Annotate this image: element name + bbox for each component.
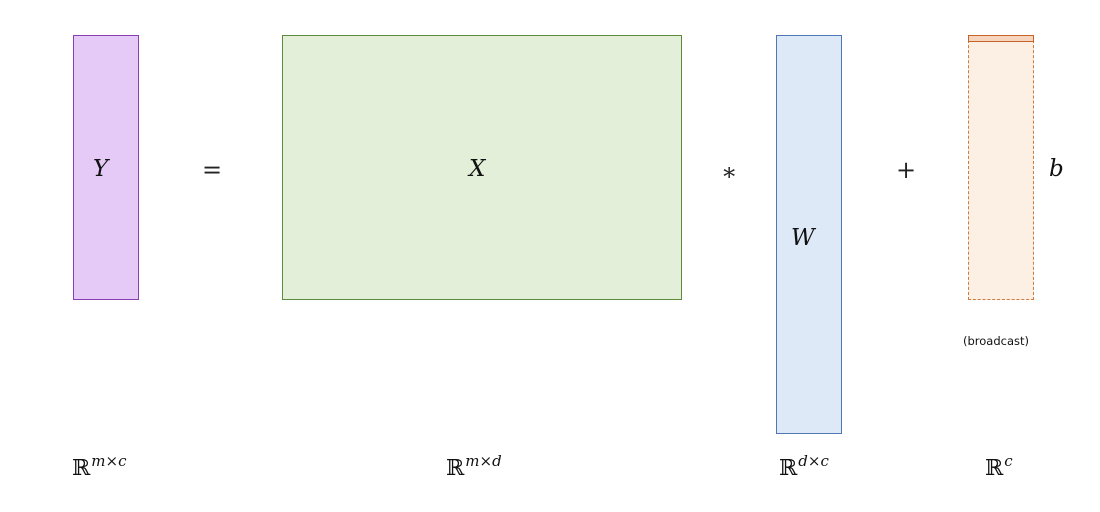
matrix-x-label: X [469,156,486,182]
equals-operator: = [202,156,223,184]
dimension-y: ℝm×c [72,454,127,481]
matrix-y-label: Y [93,156,109,182]
multiply-operator: ∗ [721,158,738,186]
dimension-w: ℝd×c [779,454,829,481]
dimension-y-exp: m×c [91,452,127,470]
bias-b-label: b [1049,156,1064,182]
dimension-b: ℝc [985,454,1013,481]
dimension-b-base: ℝ [985,456,1004,481]
dimension-x-exp: m×d [465,452,502,470]
dimension-b-exp: c [1004,452,1013,470]
matrix-w-label: W [791,225,815,251]
dimension-x: ℝm×d [446,454,502,481]
dimension-w-base: ℝ [779,456,798,481]
plus-operator: + [896,156,917,184]
matrix-x-box [282,35,682,300]
dimension-y-base: ℝ [72,456,91,481]
broadcast-note: (broadcast) [963,334,1030,348]
bias-b-row [968,35,1034,42]
dimension-w-exp: d×c [798,452,829,470]
matrix-y-box [73,35,139,300]
matrix-w-box [776,35,842,434]
bias-b-box [968,35,1034,300]
dimension-x-base: ℝ [446,456,465,481]
